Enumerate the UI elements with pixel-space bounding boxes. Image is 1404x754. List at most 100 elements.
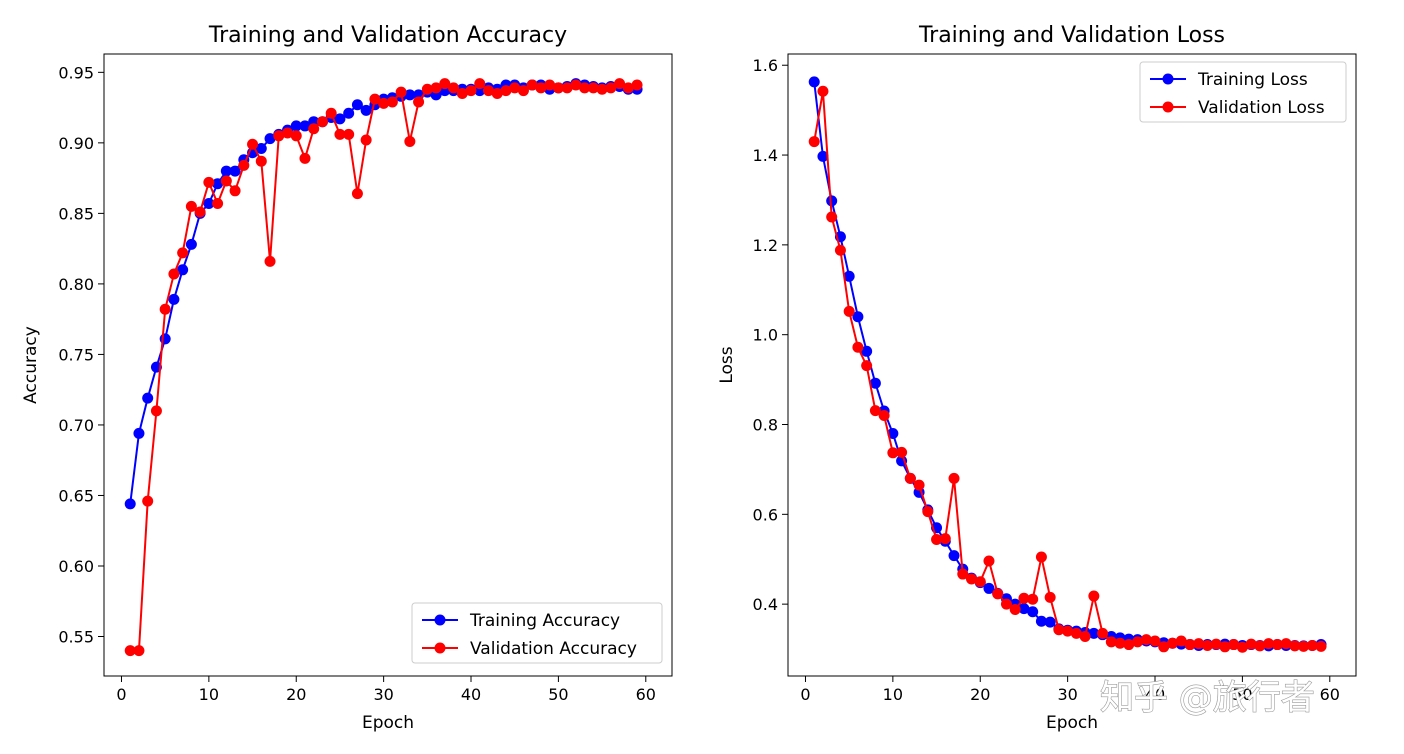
y-tick-label: 0.4: [753, 595, 778, 614]
data-point: [826, 211, 838, 223]
data-point: [1236, 641, 1248, 653]
data-point: [622, 82, 634, 94]
data-point: [1070, 627, 1082, 639]
data-point: [421, 83, 433, 95]
x-tick-label: 60: [636, 685, 656, 704]
data-point: [1044, 591, 1056, 603]
legend-marker: [434, 614, 446, 626]
data-point: [1271, 639, 1283, 651]
data-point: [808, 76, 820, 88]
data-point: [579, 82, 591, 94]
data-point: [430, 82, 442, 94]
data-point: [203, 176, 215, 188]
data-point: [133, 427, 145, 439]
legend-marker: [1162, 101, 1174, 113]
data-point: [500, 85, 512, 97]
data-point: [904, 472, 916, 484]
chart-title: Training and Validation Accuracy: [208, 23, 567, 48]
data-point: [185, 238, 197, 250]
y-tick-label: 0.75: [58, 345, 94, 364]
y-axis-label: Accuracy: [21, 326, 41, 404]
data-point: [808, 136, 820, 148]
data-point: [614, 78, 626, 90]
legend-item: Training Accuracy: [422, 611, 620, 631]
data-point: [142, 392, 154, 404]
data-point: [1062, 625, 1074, 637]
data-point: [360, 104, 372, 116]
data-point: [1079, 630, 1091, 642]
y-tick-label: 0.6: [753, 505, 778, 524]
data-point: [343, 128, 355, 140]
x-tick-label: 20: [286, 685, 306, 704]
data-point: [1245, 638, 1257, 650]
y-tick-label: 0.70: [58, 416, 94, 435]
data-point: [1044, 616, 1056, 628]
data-point: [316, 116, 328, 128]
x-tick-label: 20: [970, 685, 990, 704]
watermark-text: 知乎 @旅行者: [1100, 678, 1315, 718]
data-point: [220, 165, 232, 177]
series-line: [813, 81, 1322, 647]
legend-box: [1139, 61, 1347, 123]
x-tick-label: 50: [548, 685, 568, 704]
data-point: [869, 405, 881, 417]
data-point: [238, 159, 250, 171]
legend-item: Validation Loss: [1150, 98, 1325, 118]
data-point: [273, 130, 285, 142]
data-point: [299, 120, 311, 132]
data-point: [282, 127, 294, 139]
data-point: [517, 85, 529, 97]
legend-item: Validation Accuracy: [422, 639, 637, 659]
data-point: [159, 303, 171, 315]
data-point: [561, 82, 573, 94]
y-tick-label: 1.0: [753, 326, 778, 345]
y-tick-label: 0.60: [58, 557, 94, 576]
y-tick-label: 0.80: [58, 275, 94, 294]
data-point: [896, 446, 908, 458]
data-point: [142, 495, 154, 507]
data-point: [1254, 640, 1266, 652]
data-point: [1114, 637, 1126, 649]
data-point: [861, 360, 873, 372]
data-point: [360, 134, 372, 146]
data-point: [334, 128, 346, 140]
data-point: [1201, 639, 1213, 651]
data-point: [351, 188, 363, 200]
data-point: [465, 85, 477, 97]
data-point: [1219, 641, 1231, 653]
data-point: [220, 175, 232, 187]
data-point: [247, 138, 259, 150]
data-point: [1132, 636, 1144, 648]
legend-label: Training Loss: [1197, 70, 1308, 90]
data-point: [826, 195, 838, 207]
data-point: [229, 165, 241, 177]
data-point: [404, 89, 416, 101]
data-point: [552, 82, 564, 94]
data-point: [1018, 592, 1030, 604]
data-point: [1035, 551, 1047, 563]
data-point: [974, 576, 986, 588]
data-point: [1123, 639, 1135, 651]
data-point: [983, 582, 995, 594]
data-point: [474, 78, 486, 90]
y-tick-label: 0.90: [58, 134, 94, 153]
data-point: [1166, 637, 1178, 649]
data-point: [491, 87, 503, 99]
axes-frame: [103, 53, 673, 677]
series-line: [130, 82, 638, 652]
x-tick-label: 60: [1320, 685, 1340, 704]
y-tick-label: 0.55: [58, 628, 94, 647]
y-tick-label: 0.65: [58, 486, 94, 505]
data-point: [1193, 638, 1205, 650]
y-tick-label: 0.8: [753, 416, 778, 435]
series-validation-loss: [808, 85, 1327, 653]
data-point: [168, 268, 180, 280]
data-point: [1000, 598, 1012, 610]
data-point: [1263, 638, 1275, 650]
data-point: [325, 107, 337, 119]
data-point: [913, 479, 925, 491]
data-point: [1053, 624, 1065, 636]
data-point: [631, 79, 643, 91]
data-point: [264, 133, 276, 145]
data-point: [124, 645, 136, 657]
